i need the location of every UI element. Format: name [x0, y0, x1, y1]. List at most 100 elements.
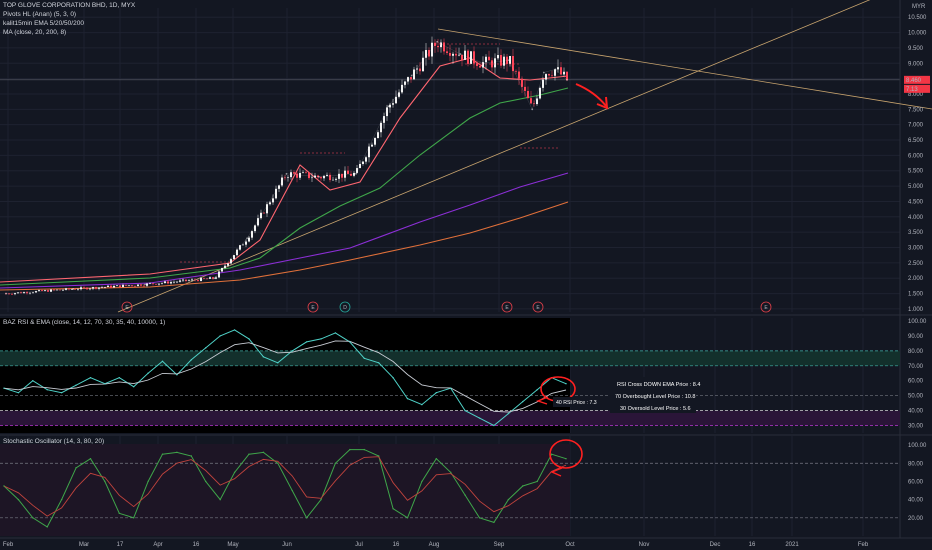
candle-body: [539, 87, 541, 99]
y-tick-label-stoch-0: 20.00: [908, 516, 924, 522]
candle-body: [368, 146, 370, 158]
candle-body: [467, 50, 469, 64]
candle-body: [428, 49, 430, 57]
overbought-note: 70 Overbought Level Price : 10.8: [615, 394, 695, 400]
candle-body: [14, 293, 16, 295]
y-tick-label-main-12: 7.000: [908, 123, 924, 129]
candles: [5, 36, 568, 296]
y-tick-label-main-7: 4.500: [908, 199, 924, 205]
candle-body: [128, 285, 130, 287]
candle-body: [140, 284, 142, 286]
rsi-point-20: [291, 350, 293, 352]
y-tick-label-stoch-1: 40.00: [908, 498, 924, 504]
candle-body: [383, 116, 385, 123]
candle-body: [491, 60, 493, 68]
rsi-point-19: [277, 362, 279, 364]
candle-body: [146, 283, 148, 286]
stoch-point-16: [233, 471, 236, 474]
candle-body: [248, 237, 250, 242]
candle-body: [479, 65, 481, 68]
rsi-price-box: [553, 397, 601, 407]
rsi-point-21: [305, 341, 308, 343]
candle-body: [551, 75, 553, 77]
x-tick-label-7: Jul: [355, 542, 363, 548]
candle-body: [341, 173, 343, 178]
rsi-point-6: [89, 377, 92, 379]
candle-body: [167, 281, 169, 284]
red-arrow-main: [575, 83, 607, 107]
ema-20-line: [0, 57, 569, 283]
candle-body: [239, 245, 241, 250]
price-point-1: [72, 288, 75, 290]
candle-body: [560, 67, 562, 75]
stoch-point-37: [536, 480, 538, 483]
candle-body: [62, 289, 64, 291]
ma-200-line: [0, 172, 569, 289]
y-tick-label-main-3: 2.500: [908, 261, 924, 267]
stoch-point-4: [60, 498, 63, 501]
candle-body: [11, 293, 13, 295]
candle-body: [347, 170, 349, 174]
y-tick-label-main-9: 5.500: [908, 169, 924, 175]
stoch-point-32: [464, 494, 466, 496]
price-point-17: [566, 78, 568, 81]
candle-body: [344, 170, 346, 178]
price-point-5: [285, 172, 288, 175]
stoch-point-15: [219, 498, 221, 501]
candle-body: [521, 78, 523, 87]
candle-body: [191, 279, 193, 281]
event-marker-3: [501, 301, 513, 313]
candle-body: [302, 172, 304, 174]
rsi-point-37: [536, 388, 538, 391]
candle-body: [476, 63, 478, 66]
candle-body: [395, 96, 397, 104]
rsi-point-24: [349, 341, 351, 343]
candle-body: [206, 278, 208, 280]
stoch-point-12: [176, 451, 178, 454]
candle-body: [215, 277, 217, 279]
stoch-point-27: [392, 508, 394, 510]
stoch-point-11: [161, 453, 164, 455]
candle-body: [464, 50, 466, 60]
candle-body: [371, 144, 373, 147]
candle-body: [416, 68, 418, 70]
candle-body: [512, 55, 514, 72]
candle-body: [293, 172, 295, 174]
price-point-16: [554, 68, 557, 71]
candle-body: [164, 281, 166, 284]
rsi-point-12: [176, 374, 178, 376]
rsi-point-5: [75, 384, 77, 386]
candle-body: [290, 172, 292, 178]
stoch-point-31: [450, 471, 452, 474]
price-tag-2-bg: [904, 84, 930, 93]
y-tick-label-rsi-6: 90.00: [908, 334, 924, 340]
candle-body: [515, 71, 517, 72]
candle-body: [83, 287, 85, 288]
candle-body: [41, 290, 43, 291]
stoch-point-3: [46, 526, 48, 528]
candle-body: [242, 244, 244, 246]
x-tick-label-4: 16: [193, 542, 200, 548]
panel-backgrounds: [0, 318, 900, 536]
candle-body: [77, 289, 79, 290]
price-point-10: [436, 40, 439, 43]
y-tick-label-rsi-5: 80.00: [908, 349, 924, 355]
candle-body: [314, 175, 316, 178]
x-tick-label-9: Aug: [429, 542, 440, 548]
candle-body: [26, 292, 28, 294]
candle-body: [230, 259, 232, 264]
rsi-point-2: [32, 380, 34, 382]
candle-body: [494, 58, 496, 68]
candle-body: [23, 292, 25, 294]
candle-body: [245, 241, 247, 245]
y-tick-label-main-19: 10.500: [908, 15, 927, 21]
candle-body: [518, 71, 520, 79]
event-marker-1: [307, 301, 319, 313]
indicator-ma-label: MA (close, 20, 200, 8): [3, 29, 67, 36]
stoch-point-33: [478, 517, 481, 519]
candle-body: [482, 62, 484, 68]
rsi-point-16: [233, 329, 236, 331]
y-tick-label-rsi-3: 60.00: [908, 379, 924, 385]
rsi-point-33: [478, 417, 481, 419]
y-tick-label-main-2: 2.000: [908, 276, 924, 282]
